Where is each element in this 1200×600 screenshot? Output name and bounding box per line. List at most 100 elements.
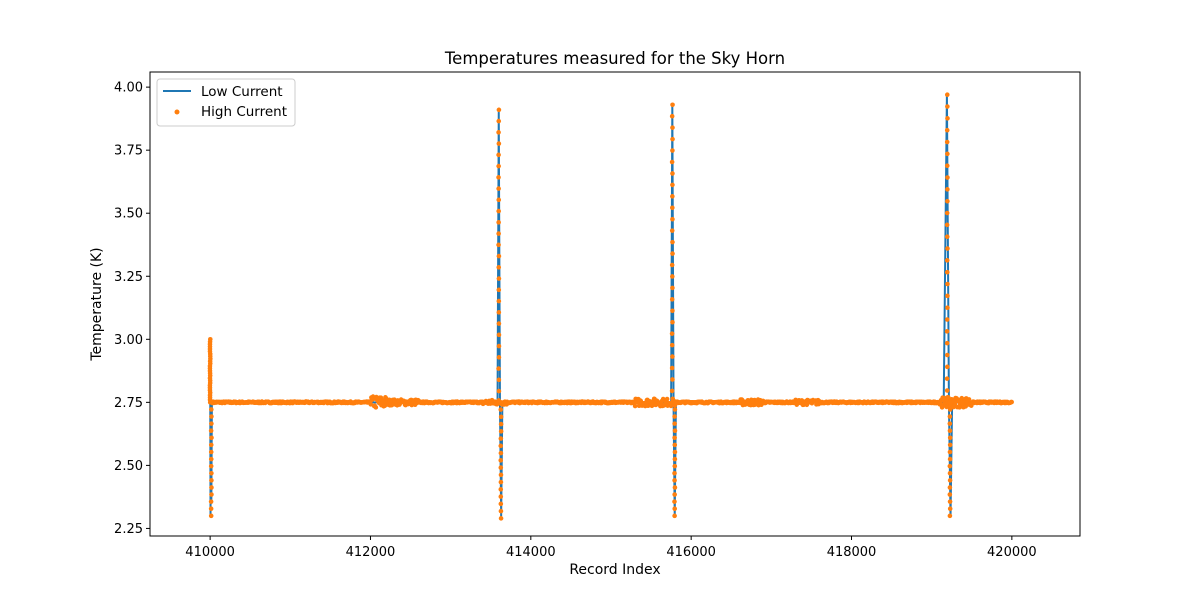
scatter-point bbox=[498, 458, 504, 463]
y-axis: 2.25 2.50 2.75 3.00 3.25 3.50 3.75 4.00 bbox=[114, 81, 150, 537]
x-tick-label: 414000 bbox=[506, 545, 556, 560]
scatter-point bbox=[496, 298, 502, 304]
legend-swatch-high-current bbox=[174, 109, 180, 115]
x-tick-label: 416000 bbox=[666, 545, 716, 560]
scatter-point bbox=[670, 319, 675, 325]
scatter-point bbox=[662, 403, 667, 408]
y-tick-label: 2.25 bbox=[114, 522, 143, 537]
scatter-point bbox=[670, 171, 675, 176]
x-axis-label: Record Index bbox=[569, 562, 660, 578]
scatter-point bbox=[947, 414, 953, 419]
scatter-point bbox=[1009, 399, 1014, 405]
y-tick-label: 3.50 bbox=[114, 207, 143, 222]
scatter-point bbox=[498, 436, 504, 441]
scatter-point bbox=[672, 470, 677, 476]
scatter-point bbox=[944, 163, 950, 168]
scatter-point bbox=[496, 377, 502, 383]
scatter-point bbox=[944, 269, 950, 275]
scatter-point bbox=[670, 136, 675, 142]
scatter-point bbox=[496, 231, 501, 236]
plot-area bbox=[207, 92, 1014, 521]
y-tick-label: 4.00 bbox=[114, 81, 143, 96]
scatter-point bbox=[947, 492, 953, 497]
scatter-point bbox=[208, 442, 214, 448]
scatter-point bbox=[208, 449, 214, 455]
scatter-point bbox=[670, 274, 675, 279]
scatter-point bbox=[498, 472, 504, 478]
scatter-point bbox=[496, 163, 501, 169]
x-tick-label: 412000 bbox=[346, 545, 396, 560]
scatter-point bbox=[496, 197, 502, 203]
scatter-point bbox=[498, 516, 504, 521]
scatter-point bbox=[670, 148, 675, 153]
scatter-point bbox=[208, 513, 214, 519]
scatter-point bbox=[496, 310, 502, 315]
scatter-point bbox=[944, 317, 950, 322]
scatter-point bbox=[939, 405, 945, 410]
scatter-point bbox=[945, 281, 950, 287]
scatter-point bbox=[498, 414, 504, 420]
scatter-point bbox=[947, 513, 953, 519]
scatter-point bbox=[496, 276, 502, 281]
legend-label-low-current: Low Current bbox=[201, 84, 283, 100]
scatter-point bbox=[209, 485, 214, 490]
scatter-point bbox=[208, 400, 214, 405]
scatter-point bbox=[669, 365, 675, 371]
scatter-point bbox=[669, 297, 675, 302]
scatter-point bbox=[947, 442, 953, 448]
scatter-point bbox=[672, 478, 677, 483]
scatter-point bbox=[670, 194, 675, 199]
x-tick-label: 410000 bbox=[185, 545, 235, 560]
scatter-point bbox=[670, 308, 675, 314]
scatter-point bbox=[944, 127, 950, 133]
scatter-point bbox=[947, 485, 953, 490]
scatter-point bbox=[498, 407, 504, 412]
scatter-point bbox=[966, 397, 972, 402]
scatter-point bbox=[496, 220, 501, 225]
scatter-point bbox=[496, 186, 501, 191]
scatter-point bbox=[498, 494, 504, 499]
scatter-point bbox=[498, 501, 504, 507]
scatter-point bbox=[945, 305, 950, 310]
scatter-point bbox=[944, 340, 950, 346]
scatter-point bbox=[945, 187, 950, 192]
scatter-point bbox=[670, 354, 675, 359]
scatter-point bbox=[944, 139, 950, 145]
scatter-point bbox=[945, 395, 951, 400]
legend-label-high-current: High Current bbox=[201, 104, 287, 120]
scatter-point bbox=[670, 251, 675, 256]
scatter-point bbox=[208, 499, 214, 504]
scatter-point bbox=[672, 513, 677, 519]
scatter-point bbox=[945, 246, 950, 251]
scatter-point bbox=[672, 485, 678, 490]
scatter-point bbox=[672, 463, 678, 469]
scatter-point bbox=[669, 331, 675, 336]
scatter-point bbox=[209, 492, 214, 497]
scatter-point bbox=[947, 478, 953, 483]
scatter-point bbox=[672, 499, 677, 504]
scatter-point bbox=[208, 456, 214, 462]
scatter-point bbox=[670, 125, 675, 130]
scatter-point bbox=[498, 400, 504, 405]
scatter-point bbox=[945, 175, 950, 180]
scatter-point bbox=[498, 450, 504, 456]
legend-frame bbox=[156, 78, 296, 127]
scatter-point bbox=[947, 463, 953, 469]
scatter-point bbox=[669, 113, 675, 119]
scatter-point bbox=[496, 107, 502, 113]
scatter-point bbox=[208, 428, 214, 434]
scatter-point bbox=[208, 407, 214, 412]
scatter-point bbox=[945, 293, 950, 299]
scatter-point bbox=[944, 234, 950, 239]
scatter-point bbox=[208, 506, 214, 512]
scatter-point bbox=[672, 400, 678, 405]
scatter-point bbox=[670, 216, 675, 222]
scatter-point bbox=[672, 449, 678, 455]
scatter-point bbox=[632, 403, 638, 409]
scatter-point bbox=[496, 141, 502, 146]
scatter-point bbox=[209, 414, 214, 419]
scatter-point bbox=[947, 428, 953, 434]
scatter-point bbox=[496, 355, 502, 360]
scatter-point bbox=[672, 414, 677, 419]
